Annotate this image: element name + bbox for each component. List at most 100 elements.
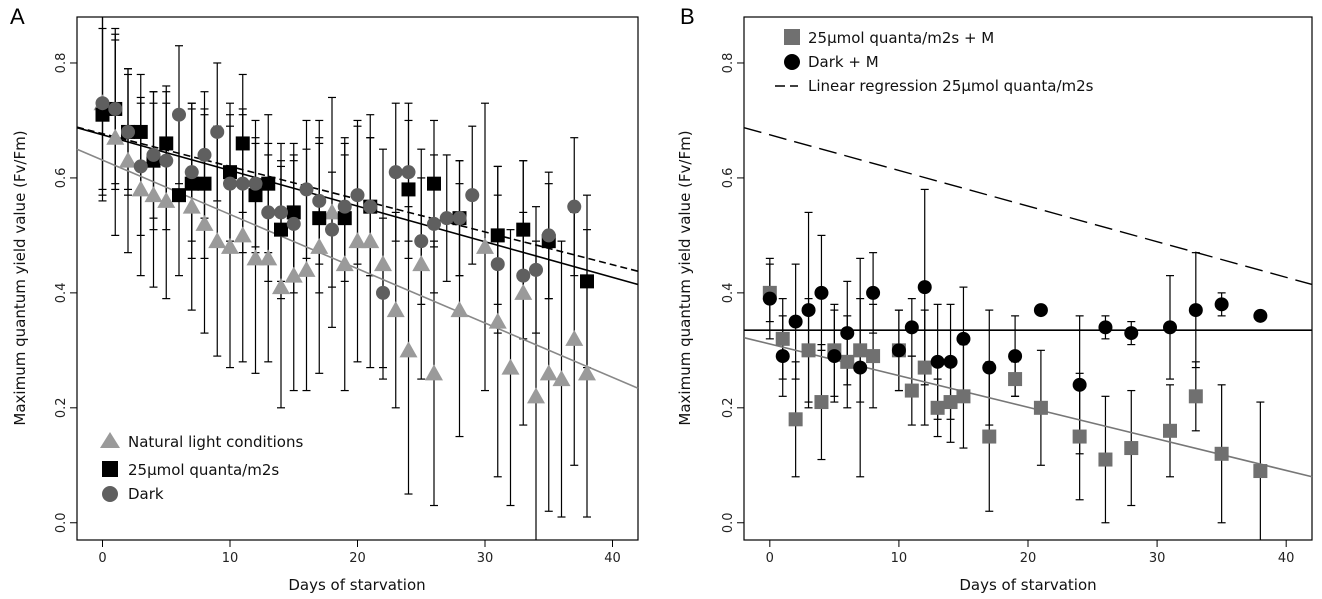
data-point-circle [388,165,403,180]
x-axis-title: Days of starvation [288,576,425,594]
data-point-triangle [578,364,596,381]
regression-line [76,126,639,286]
data-point-triangle [131,180,150,197]
data-point-square [235,136,250,151]
legend-label: Dark + M [808,53,879,71]
y-tick-label: 0.0 [54,512,69,533]
data-point-triangle [348,232,367,249]
data-point-circle [274,205,288,220]
y-tick-label: 0.2 [721,397,736,418]
reference-regression-line [743,127,1313,286]
data-point-square [516,222,531,237]
data-point-circle [235,176,250,191]
data-point-circle [197,147,212,162]
data-point-square [956,389,971,404]
legend-triangle-marker [100,432,120,448]
data-point-square [917,360,932,375]
data-point-square [853,343,868,358]
data-point-triangle [374,255,392,272]
data-point-circle [363,199,378,214]
data-point-square [801,343,816,358]
data-point-circle [95,96,110,111]
y-tick-label: 0.8 [721,53,736,74]
data-point-square [580,274,594,289]
data-point-circle [337,199,352,214]
panel-letter: B [680,4,695,29]
y-axis-title: Maximum quantum yield value (Fv/Fm) [676,130,694,425]
data-point-triangle [144,186,163,203]
legend-label: 25μmol quanta/m2s [128,461,279,479]
data-point-circle [762,291,777,306]
legend-circle-marker [784,54,800,70]
data-point-circle [904,320,919,335]
data-point-circle [982,360,997,375]
data-point-circle [401,165,416,180]
legend-label: 25μmol quanta/m2s + M [808,29,994,47]
y-tick-label: 0.8 [54,53,69,74]
x-tick-label: 40 [604,551,621,566]
data-point-square [930,400,945,415]
data-point-triangle [450,301,469,318]
legend-circle-marker [102,486,118,502]
data-point-square [401,182,416,197]
data-point-triangle [335,255,354,272]
data-point-circle [312,193,327,208]
data-point-triangle [221,237,239,254]
data-point-circle [1033,303,1048,318]
data-point-square [775,331,790,346]
data-point-triangle [259,249,278,266]
data-point-triangle [106,128,125,145]
legend-label: Dark [128,485,164,503]
data-point-triangle [425,364,443,381]
data-point-triangle [182,197,201,214]
data-point-square [159,136,174,151]
data-point-circle [1214,297,1229,312]
data-point-circle [210,124,225,139]
data-point-square [490,228,505,243]
data-point-triangle [488,312,507,329]
x-tick-label: 0 [766,551,774,566]
data-point-circle [1008,349,1023,364]
data-point-circle [1098,320,1113,335]
legend-square-marker [784,29,800,45]
data-point-triangle [412,255,431,272]
data-point-square [1008,372,1023,387]
legend-label: Linear regression 25μmol quanta/m2s [808,77,1094,95]
data-point-square [223,165,237,180]
x-axis: 0 10 20 30 40 [98,540,621,566]
data-point-circle [1253,308,1268,323]
y-tick-label: 0.4 [54,283,69,304]
data-point-triangle [310,237,329,254]
data-point-square [261,176,276,191]
data-point-circle [788,314,803,329]
panel-a: A 0 10 20 30 40 0.0 0.2 0.4 0.6 0.8 Days of star… [10,4,639,594]
data-point-square [904,383,919,398]
data-point-square [1253,464,1268,479]
data-point-circle [325,222,339,237]
y-tick-label: 0.0 [721,512,736,533]
data-point-square [943,395,958,410]
panel-b: B 0 10 20 30 40 0.0 0.2 0.4 0.6 0.8 Days of star… [676,4,1313,594]
data-point-circle [840,326,855,341]
data-point-square [866,349,881,364]
y-axis-title: Maximum quantum yield value (Fv/Fm) [11,130,29,425]
data-point-square [1124,441,1139,456]
data-point-circle [133,159,148,174]
data-point-circle [853,360,868,375]
data-point-triangle [272,278,290,295]
data-point-circle [1072,377,1087,392]
data-point-circle [516,268,531,283]
data-point-square [1072,429,1087,444]
data-point-triangle [501,358,520,375]
data-point-circle [299,182,314,197]
data-point-circle [490,257,505,272]
x-tick-label: 10 [222,551,239,566]
data-point-triangle [514,283,533,300]
x-tick-label: 30 [1149,551,1166,566]
data-point-square [172,188,186,203]
data-point-triangle [119,151,137,168]
data-point-square [1098,452,1113,467]
data-point-circle [866,285,881,300]
data-point-triangle [208,232,227,249]
